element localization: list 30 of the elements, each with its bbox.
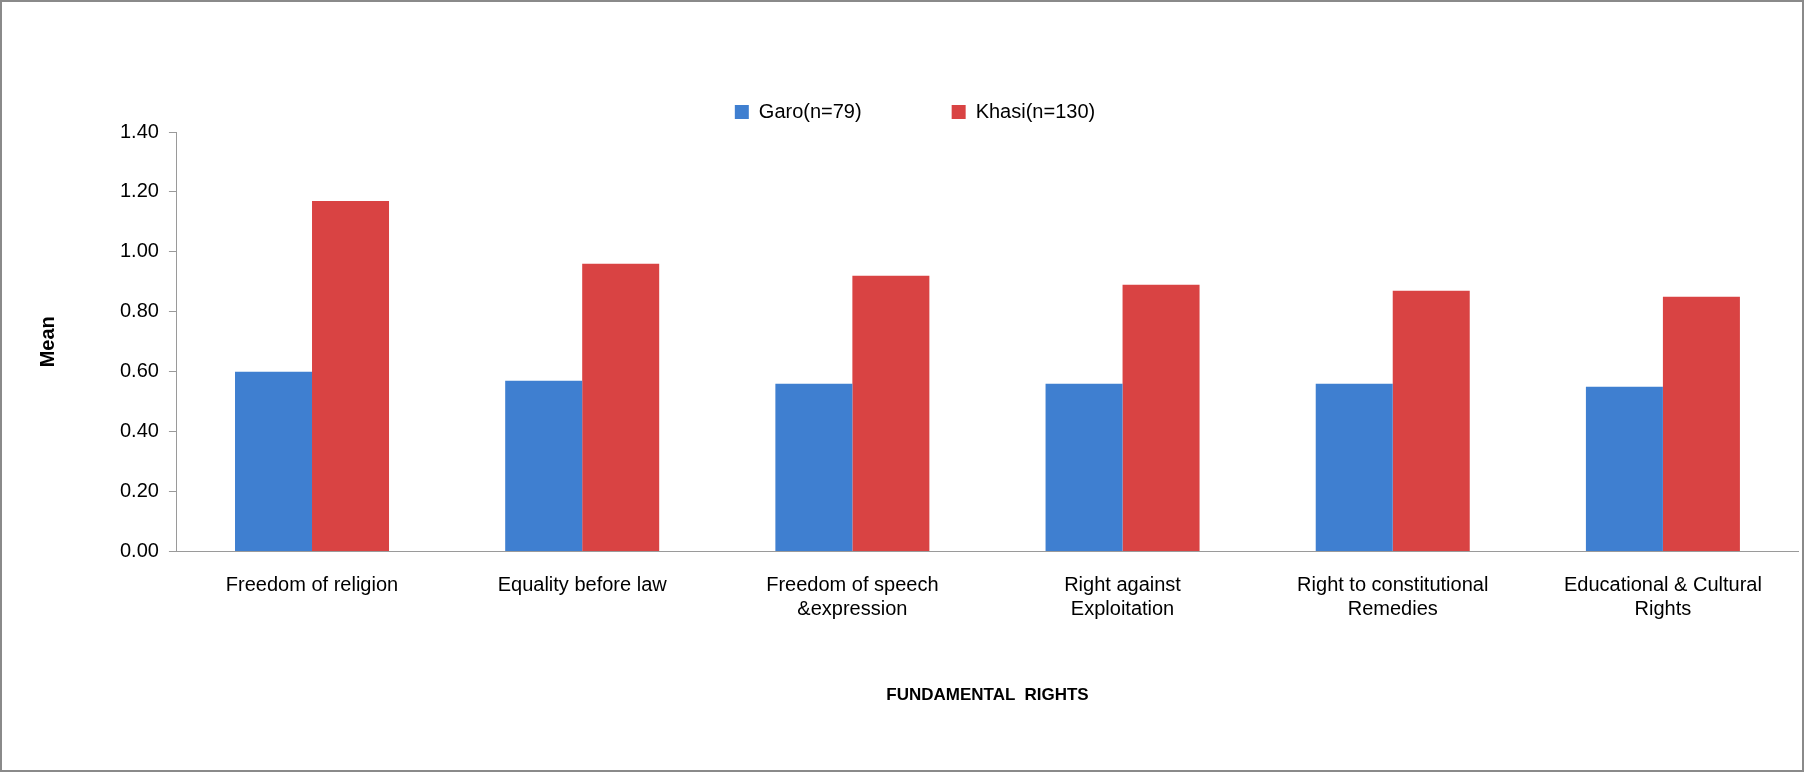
legend-label: Garo(n=79)	[758, 99, 862, 122]
bar	[312, 200, 390, 552]
y-tick-label: 0.80	[119, 299, 159, 322]
x-tick-label: Freedom of speech &expression	[766, 573, 939, 620]
bar	[852, 275, 930, 552]
x-tick-label: Freedom of religion	[225, 573, 399, 596]
legend-label: Khasi(n=130)	[975, 99, 1096, 122]
y-tick-label: 0.20	[119, 479, 159, 502]
bar	[1585, 386, 1663, 552]
x-tick-label: Right against Exploitation	[1064, 573, 1182, 620]
bar	[1315, 383, 1393, 552]
bar	[775, 383, 853, 552]
y-tick-label: 1.20	[119, 179, 159, 202]
bar	[1122, 284, 1200, 552]
y-tick-label: 1.40	[119, 119, 159, 142]
bar	[235, 371, 313, 552]
bar	[1662, 296, 1740, 552]
bar	[1392, 290, 1470, 552]
y-tick-label: 1.00	[119, 239, 159, 262]
y-tick-label: 0.40	[119, 419, 159, 442]
y-axis-title: Mean	[35, 316, 58, 368]
x-tick-label: Equality before law	[497, 573, 668, 596]
x-tick-label: Educational & Cultural Rights	[1563, 573, 1762, 620]
bar	[505, 380, 583, 552]
x-axis-title: FUNDAMENTAL RIGHTS	[886, 685, 1089, 705]
x-tick-label: Right to constitutional Remedies	[1297, 573, 1489, 620]
bar	[1045, 383, 1123, 552]
y-tick-label: 0.60	[119, 359, 159, 382]
bar	[582, 263, 660, 552]
y-tick-label: 0.00	[119, 539, 159, 562]
